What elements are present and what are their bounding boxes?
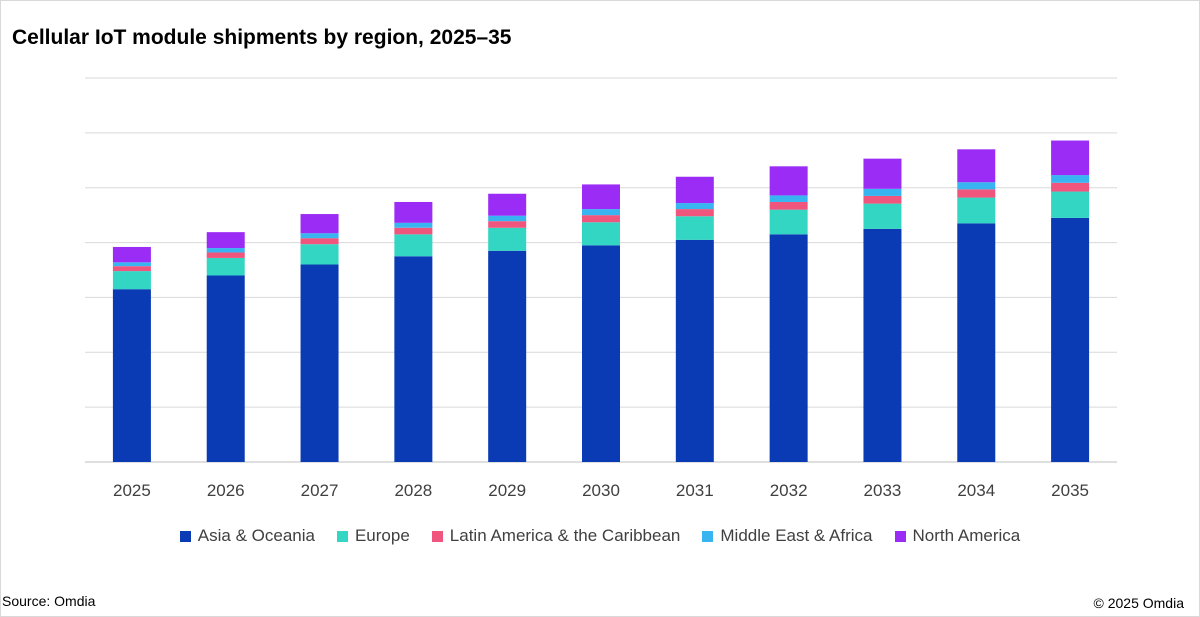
bar-segment (112, 262, 151, 267)
bar-segment (488, 227, 527, 251)
legend-label: Middle East & Africa (720, 526, 873, 545)
bar-segment (957, 182, 996, 190)
bar-segment (675, 216, 714, 240)
bar-segment (863, 188, 902, 196)
source-note: Source: Omdia (2, 593, 96, 609)
copyright-note: © 2025 Omdia (1093, 595, 1184, 611)
legend-label: Asia & Oceania (197, 526, 315, 545)
x-tick-label: 2025 (113, 481, 151, 500)
bar-segment (769, 201, 808, 210)
legend-swatch (179, 530, 191, 542)
x-tick-label: 2034 (957, 481, 995, 500)
bar-segment (488, 250, 527, 462)
bar-segment (300, 233, 339, 239)
bar-segment (300, 244, 339, 265)
bar-segment (769, 234, 808, 462)
x-tick-label: 2029 (488, 481, 526, 500)
bar-segment (1051, 182, 1090, 192)
bar-segment (582, 245, 620, 462)
legend-swatch (702, 530, 714, 542)
bar-segment (206, 275, 245, 462)
legend-label: North America (912, 526, 1021, 545)
legend-item: Europe (336, 526, 410, 546)
legend: Asia & Oceania Europe Latin America & the … (0, 526, 1200, 546)
legend-item: Latin America & the Caribbean (431, 526, 681, 546)
x-tick-label: 2033 (864, 481, 902, 500)
chart-title: Cellular IoT module shipments by region,… (12, 26, 512, 49)
bar-segment (112, 246, 151, 263)
bar-segment (863, 228, 902, 462)
bar-segment (112, 266, 151, 272)
bar-segment (675, 209, 714, 217)
bar-segment (206, 232, 245, 249)
x-tick-label: 2032 (770, 481, 808, 500)
x-tick-label: 2026 (207, 481, 245, 500)
bar-segment (206, 248, 245, 253)
bar-segment (300, 238, 339, 245)
legend-swatch (336, 530, 348, 542)
bar-segment (394, 201, 433, 223)
bar-segment (206, 257, 245, 276)
bar-segment (1051, 217, 1090, 462)
bar-segment (769, 195, 808, 202)
legend-item: Asia & Oceania (179, 526, 315, 546)
x-tick-labels: 2025 2026 2027 2028 2029 2030 2031 2032 2033 2034… (113, 481, 1089, 500)
bar-segment (582, 209, 620, 216)
bar-segment (488, 221, 527, 228)
bar-segment (394, 234, 433, 257)
legend-item: North America (894, 526, 1021, 546)
bar-segment (300, 264, 339, 462)
legend-label: Europe (354, 526, 410, 545)
legend-item: Middle East & Africa (702, 526, 873, 546)
bar-segment (488, 193, 527, 216)
bar-segment (112, 271, 151, 290)
x-tick-label: 2027 (301, 481, 339, 500)
bar-segment (863, 158, 902, 189)
bar-segment (675, 239, 714, 462)
bar-segment (675, 203, 714, 210)
bar-segment (1051, 191, 1090, 218)
legend-label: Latin America & the Caribbean (449, 526, 681, 545)
bar-segment (300, 214, 339, 234)
x-tick-label: 2031 (676, 481, 714, 500)
bar-segment (957, 197, 996, 224)
bars (112, 140, 1090, 462)
bar-segment (1051, 140, 1090, 176)
legend-swatch (431, 530, 443, 542)
bar-segment (394, 222, 433, 228)
bar-segment (1051, 175, 1090, 183)
bar-segment (863, 203, 902, 229)
bar-segment (488, 215, 527, 222)
bar-segment (863, 195, 902, 204)
bar-segment (206, 252, 245, 258)
x-tick-label: 2028 (394, 481, 432, 500)
bar-segment (582, 222, 620, 246)
bar-segment (675, 176, 714, 204)
bar-segment (769, 166, 808, 196)
x-tick-label: 2035 (1051, 481, 1089, 500)
x-tick-label: 2030 (582, 481, 620, 500)
bar-segment (957, 149, 996, 183)
bar-segment (582, 215, 620, 223)
bar-segment (957, 189, 996, 198)
bar-segment (112, 289, 151, 462)
legend-swatch (894, 530, 906, 542)
bar-segment (769, 209, 808, 235)
bar-segment (394, 256, 433, 462)
bar-segment (957, 223, 996, 462)
bar-segment (582, 184, 620, 210)
bar-segment (394, 227, 433, 235)
